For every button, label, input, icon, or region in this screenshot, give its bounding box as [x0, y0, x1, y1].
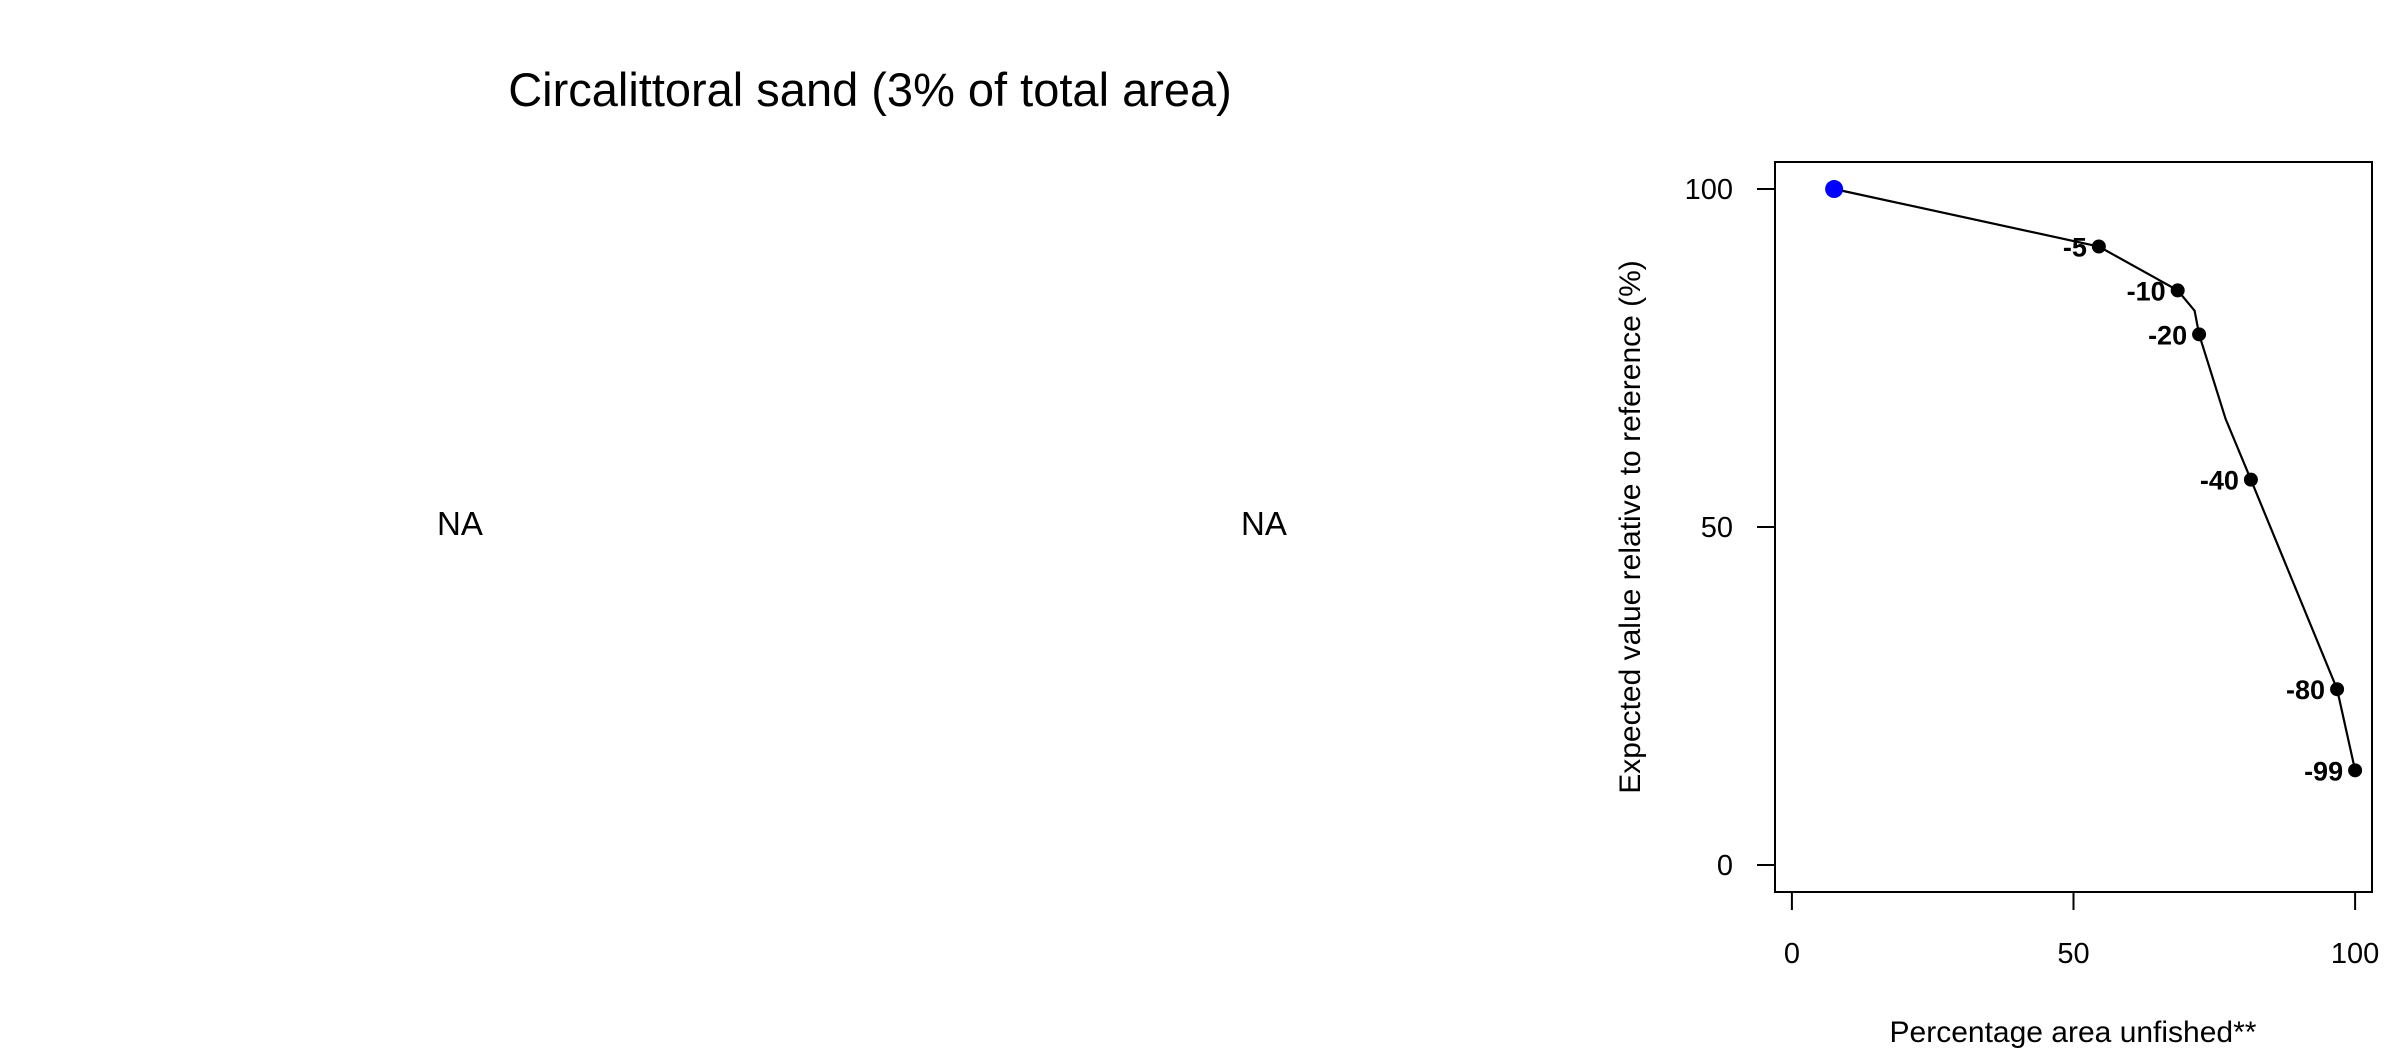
data-point-label: -10	[2127, 276, 2166, 306]
y-axis-label: Expected value relative to reference (%)	[1614, 260, 1647, 794]
panel-na-left: NA	[437, 505, 483, 542]
x-axis-label: Percentage area unfished**	[1890, 1016, 2257, 1049]
data-point	[2192, 327, 2207, 342]
data-point	[2091, 239, 2106, 254]
data-point	[2170, 283, 2185, 298]
data-point-label: -5	[2063, 232, 2087, 262]
reference-point	[1825, 180, 1844, 199]
data-point	[2348, 763, 2363, 778]
x-tick-label: 0	[1784, 938, 1800, 970]
plot-frame	[1774, 161, 2373, 893]
data-point-label: -80	[2286, 675, 2325, 705]
data-point-label: -40	[2200, 466, 2239, 496]
y-tick-label: 50	[1701, 512, 1733, 544]
data-point	[2243, 472, 2258, 487]
curve-line	[1833, 187, 2357, 771]
data-point-label: -20	[2148, 320, 2187, 350]
plot-area: -5 -10 -20 -40 -80 -99	[1825, 180, 2363, 786]
y-tick-label: 0	[1717, 850, 1733, 882]
y-tick-label: 100	[1685, 174, 1733, 206]
panel-na-middle: NA	[1241, 505, 1287, 542]
chart-title: Circalittoral sand (3% of total area)	[508, 63, 1232, 116]
axes: 0 50 100 0 50 100	[1685, 174, 2380, 970]
x-tick-label: 50	[2057, 938, 2089, 970]
x-tick-label: 100	[2331, 938, 2379, 970]
data-point-label: -99	[2304, 756, 2343, 786]
data-point	[2330, 682, 2345, 697]
